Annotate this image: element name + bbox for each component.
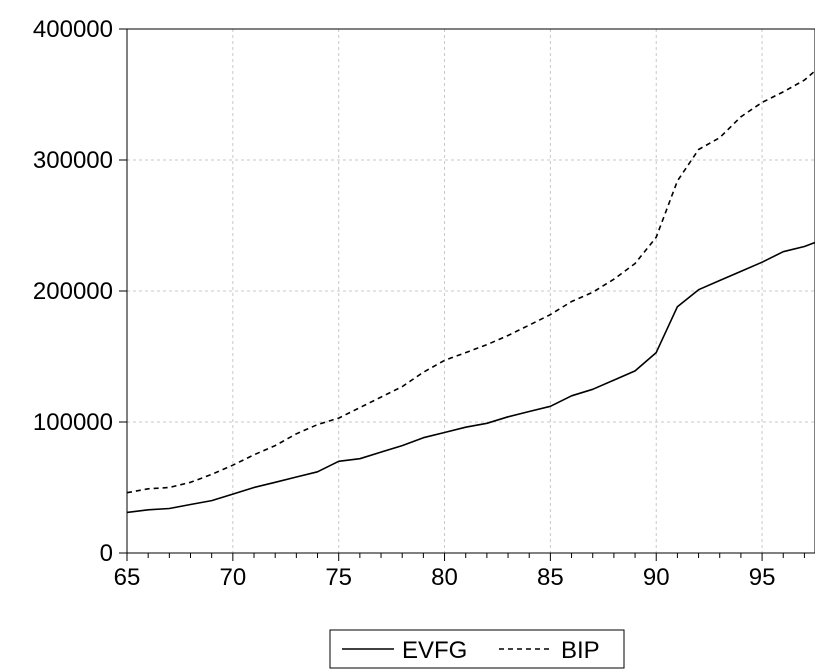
legend-box <box>329 629 625 669</box>
y-tick-label: 200000 <box>33 278 113 305</box>
x-tick-label: 95 <box>749 564 776 591</box>
series-line-evfg <box>126 241 815 514</box>
legend-label-bip: BIP <box>561 637 600 664</box>
y-tick-label: 400000 <box>33 16 113 43</box>
legend: EVFG BIP <box>329 629 625 669</box>
gridlines <box>127 29 815 553</box>
series-line-bip <box>126 70 815 494</box>
x-tick-label: 75 <box>325 564 352 591</box>
x-tick-label: 80 <box>431 564 458 591</box>
series-lines <box>126 70 815 514</box>
x-tick-label: 65 <box>114 564 141 591</box>
y-tick-label: 300000 <box>33 147 113 174</box>
y-tick-label: 100000 <box>33 409 113 436</box>
legend-label-evfg: EVFG <box>402 637 467 664</box>
axes: 0 100000 200000 300000 400000 65 70 75 80 85 90 95 <box>33 16 805 591</box>
x-tick-label: 90 <box>643 564 670 591</box>
x-tick-label: 70 <box>219 564 246 591</box>
y-tick-label: 0 <box>100 540 113 567</box>
x-tick-label: 85 <box>537 564 564 591</box>
